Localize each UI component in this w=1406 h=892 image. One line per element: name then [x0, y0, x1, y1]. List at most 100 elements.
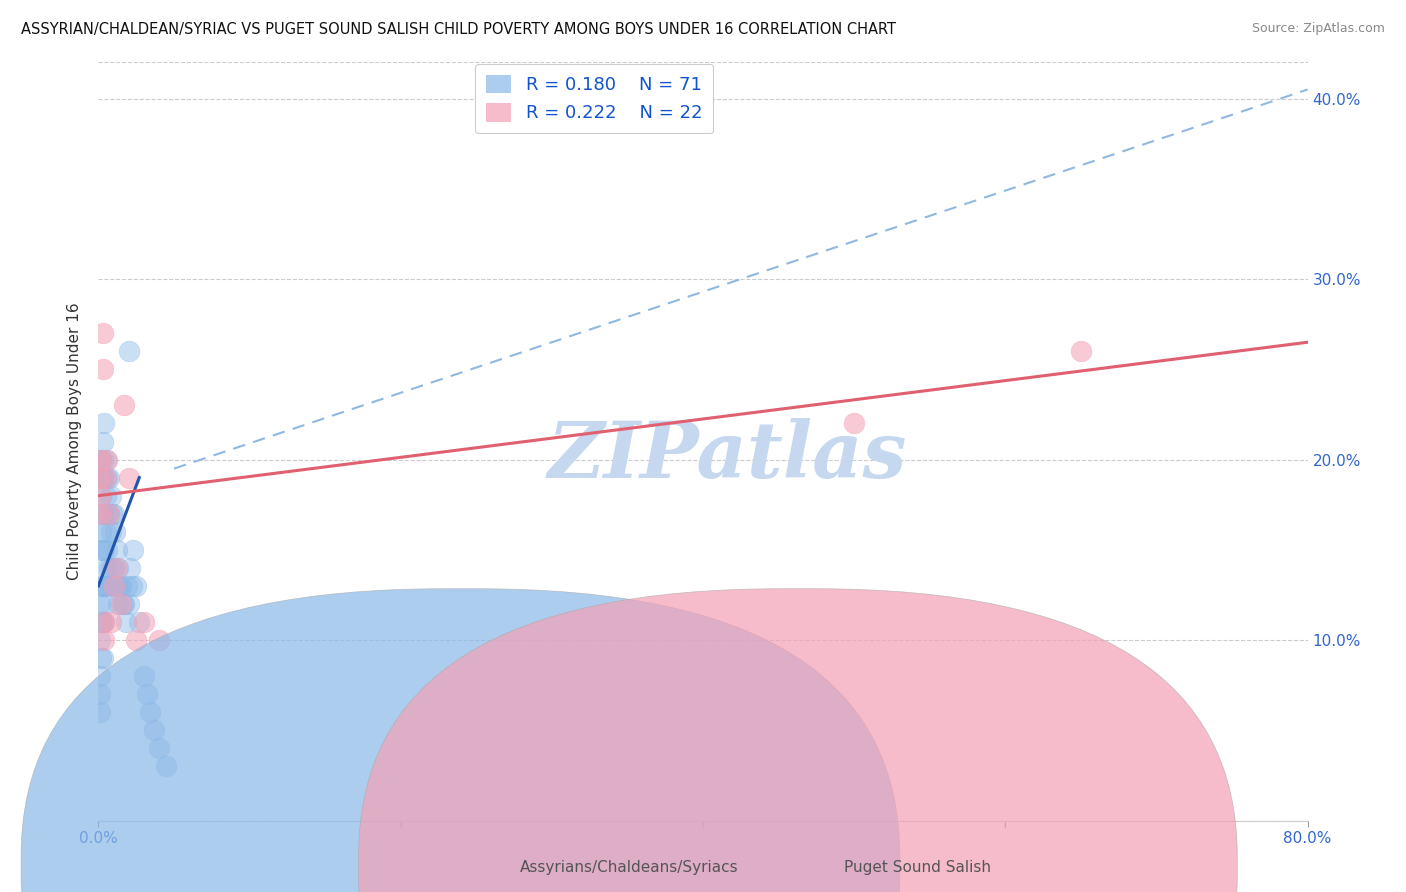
Point [844, 417, 866, 431]
Point [98, 561, 121, 575]
Point [90, 489, 112, 503]
Point [90, 579, 112, 593]
Point [115, 579, 138, 593]
Point [103, 561, 125, 575]
Point [121, 579, 143, 593]
Point [89, 507, 111, 521]
Point [91, 452, 114, 467]
Point [90, 542, 112, 557]
Point [90, 470, 112, 484]
Point [118, 344, 141, 359]
Point [125, 579, 148, 593]
Point [114, 615, 136, 629]
Point [110, 579, 132, 593]
Point [100, 579, 122, 593]
Point [90, 489, 112, 503]
Point [101, 561, 124, 575]
Point [104, 524, 127, 539]
Point [89, 633, 111, 648]
Point [91, 326, 114, 341]
Text: Puget Sound Salish: Puget Sound Salish [844, 860, 991, 874]
Point [90, 524, 112, 539]
Point [93, 507, 115, 521]
Point [105, 579, 128, 593]
Point [90, 452, 112, 467]
Point [89, 597, 111, 611]
Point [98, 470, 121, 484]
Point [91, 434, 114, 449]
Point [93, 615, 115, 629]
Point [96, 452, 118, 467]
Point [91, 542, 114, 557]
Point [143, 723, 166, 738]
Point [100, 489, 122, 503]
Point [91, 507, 114, 521]
Point [93, 470, 115, 484]
Point [128, 615, 150, 629]
Point [101, 507, 124, 521]
Point [96, 470, 118, 484]
Point [94, 524, 117, 539]
Point [90, 615, 112, 629]
Point [93, 417, 115, 431]
Text: ZIPatlas: ZIPatlas [547, 418, 907, 495]
Point [96, 507, 118, 521]
Point [93, 615, 115, 629]
Point [103, 579, 125, 593]
Point [118, 470, 141, 484]
Point [98, 507, 121, 521]
Point [110, 597, 132, 611]
Point [105, 542, 128, 557]
Point [90, 452, 112, 467]
Text: ASSYRIAN/CHALDEAN/SYRIAC VS PUGET SOUND SALISH CHILD POVERTY AMONG BOYS UNDER 16: ASSYRIAN/CHALDEAN/SYRIAC VS PUGET SOUND … [21, 22, 896, 37]
Point [100, 524, 122, 539]
Point [107, 561, 129, 575]
Point [91, 579, 114, 593]
Point [100, 615, 122, 629]
Point [103, 507, 125, 521]
Text: Assyrians/Chaldeans/Syriacs: Assyrians/Chaldeans/Syriacs [520, 860, 738, 874]
Point [89, 687, 111, 701]
Point [94, 452, 117, 467]
Text: Source: ZipAtlas.com: Source: ZipAtlas.com [1251, 22, 1385, 36]
Point [94, 597, 117, 611]
Point [89, 669, 111, 683]
Point [135, 687, 157, 701]
Point [91, 651, 114, 665]
Point [112, 597, 135, 611]
Point [93, 579, 115, 593]
Point [1070, 344, 1092, 359]
Point [108, 579, 131, 593]
Point [139, 706, 162, 720]
Point [118, 597, 141, 611]
Point [107, 597, 129, 611]
Point [91, 470, 114, 484]
Point [94, 470, 117, 484]
Point [94, 489, 117, 503]
Y-axis label: Child Poverty Among Boys Under 16: Child Poverty Among Boys Under 16 [67, 302, 83, 581]
Point [96, 579, 118, 593]
Point [89, 470, 111, 484]
Point [93, 542, 115, 557]
Point [105, 561, 128, 575]
Legend: R = 0.180    N = 71, R = 0.222    N = 22: R = 0.180 N = 71, R = 0.222 N = 22 [475, 64, 713, 133]
Point [125, 633, 148, 648]
Point [96, 542, 118, 557]
Point [132, 615, 155, 629]
Point [104, 579, 127, 593]
Point [155, 759, 177, 773]
Point [94, 561, 117, 575]
Point [148, 741, 170, 756]
Point [89, 706, 111, 720]
Point [91, 615, 114, 629]
Point [132, 669, 155, 683]
Point [112, 399, 135, 413]
Point [93, 633, 115, 648]
Point [111, 597, 134, 611]
Point [90, 651, 112, 665]
Point [91, 362, 114, 376]
Point [148, 633, 170, 648]
Point [98, 507, 121, 521]
Point [122, 542, 145, 557]
Point [120, 561, 142, 575]
